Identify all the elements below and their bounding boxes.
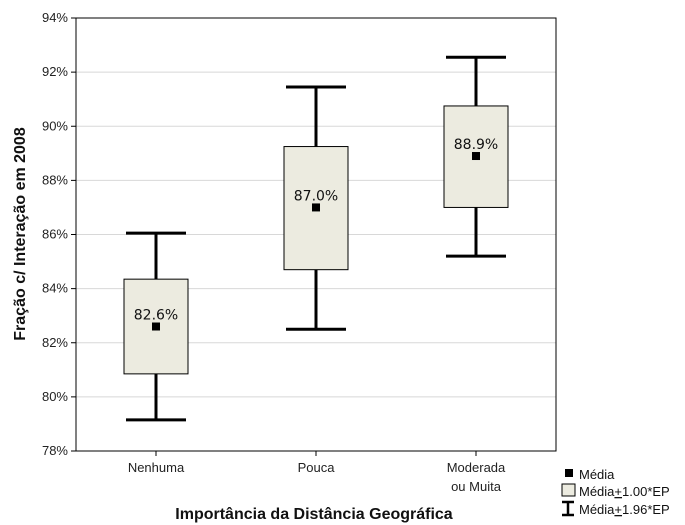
y-tick-label: 80%	[42, 389, 68, 404]
legend-label-prefix: Média	[579, 502, 615, 517]
box-series: 82.6% 87.0% 88.9%	[123, 55, 509, 422]
box-group: 82.6%	[123, 231, 189, 422]
mean-label: 88.9%	[454, 137, 498, 153]
mean-marker	[152, 322, 160, 331]
mean-label: 82.6%	[134, 308, 178, 324]
legend-marker-box	[561, 483, 576, 497]
x-tick-label: ou Muita	[451, 479, 502, 494]
x-tick-label: Moderada	[447, 460, 506, 475]
y-tick-label: 82%	[42, 335, 68, 350]
x-axis-title: Importância da Distância Geográfica	[175, 506, 453, 523]
legend-label-suffix: 1.00*EP	[622, 484, 670, 499]
y-tick-label: 78%	[42, 443, 68, 458]
legend-item: Média+1.00*EP	[561, 483, 670, 499]
y-tick-label: 88%	[42, 172, 68, 187]
y-tick-label: 90%	[42, 118, 68, 133]
y-axis-ticks: 78% 80% 82% 84% 86% 88% 90% 92% 94%	[42, 10, 76, 458]
mean-marker	[312, 203, 320, 212]
se-box	[283, 146, 349, 271]
y-tick-label: 94%	[42, 10, 68, 25]
x-axis-categories: Nenhuma Pouca Moderada ou Muita	[128, 451, 506, 494]
legend-marker-whisker	[562, 500, 574, 517]
y-axis-title: Fração c/ Interação em 2008	[12, 127, 29, 341]
legend-label: Média+1.96*EP	[579, 502, 670, 517]
mean-marker	[472, 152, 480, 161]
x-tick-label: Pouca	[298, 460, 336, 475]
y-tick-label: 84%	[42, 281, 68, 296]
box-group: 87.0%	[283, 85, 349, 331]
legend-marker-square	[565, 469, 573, 477]
mean-label: 87.0%	[294, 188, 338, 204]
box-group: 88.9%	[443, 55, 509, 258]
legend-label-plusminus: +	[614, 502, 622, 517]
legend-label: Média	[579, 467, 615, 482]
legend-label: Média+1.00*EP	[579, 484, 670, 499]
x-tick-label: Nenhuma	[128, 460, 185, 475]
legend-label-plusminus: +	[614, 484, 622, 499]
y-tick-label: 92%	[42, 64, 68, 79]
legend-item: Média+1.96*EP	[562, 500, 670, 517]
legend-item: Média	[565, 467, 615, 482]
legend-label-prefix: Média	[579, 484, 615, 499]
y-tick-label: 86%	[42, 227, 68, 242]
legend-label-suffix: 1.96*EP	[622, 502, 670, 517]
